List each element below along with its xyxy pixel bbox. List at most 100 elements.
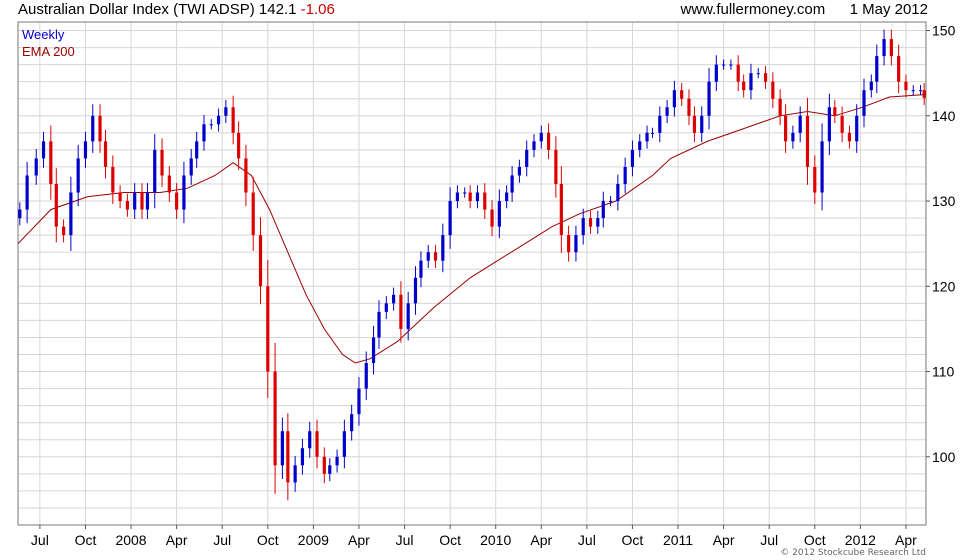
candle-body	[224, 107, 228, 116]
candle-body	[692, 115, 697, 133]
candle-body	[869, 81, 873, 91]
candle-body	[216, 115, 221, 125]
candle-body	[153, 149, 157, 193]
candle-body	[490, 209, 494, 227]
candle-body	[335, 456, 339, 466]
candle-body	[820, 141, 824, 193]
candle-body	[364, 363, 368, 389]
candle-body	[680, 90, 684, 99]
candle-body	[616, 183, 620, 202]
candle-body	[532, 141, 536, 150]
x-tick-label: Oct	[804, 532, 826, 548]
chart-date: 1 May 2012	[849, 1, 928, 18]
candle-body	[771, 81, 775, 99]
candle-body	[623, 166, 627, 184]
candle-body	[328, 465, 332, 474]
candle-body	[69, 192, 73, 236]
candle-body	[630, 149, 635, 167]
x-tick-label: 2012	[845, 532, 876, 548]
candle-body	[505, 192, 509, 202]
site-link[interactable]: www.fullermoney.com	[680, 1, 826, 18]
candle-body	[125, 201, 129, 210]
candle-body	[756, 73, 760, 75]
candle-body	[426, 252, 430, 261]
y-tick-label: 120	[932, 278, 956, 294]
candle-body	[840, 115, 844, 133]
candle-body	[554, 149, 558, 184]
y-tick-label: 100	[932, 449, 956, 465]
candle-body	[34, 158, 38, 176]
y-tick-label: 140	[932, 108, 956, 124]
candle-body	[391, 294, 396, 304]
candle-body	[539, 132, 543, 142]
x-tick-label: 2010	[480, 532, 511, 548]
candle-body	[510, 175, 514, 193]
candle-body	[805, 115, 810, 167]
candle-body	[763, 73, 768, 82]
candle-body	[167, 175, 171, 193]
candle-body	[645, 132, 649, 142]
y-tick-label: 110	[932, 364, 955, 380]
candle-body	[596, 218, 600, 227]
x-tick-label: Jul	[760, 532, 778, 548]
x-tick-label: Jul	[31, 532, 49, 548]
x-tick-label: Oct	[257, 532, 279, 548]
candle-body	[574, 235, 578, 253]
header-right: www.fullermoney.com 1 May 2012	[681, 1, 929, 18]
candle-body	[384, 303, 388, 312]
candle-body	[182, 175, 186, 210]
candle-body	[922, 90, 926, 98]
candle-body	[266, 286, 270, 372]
candle-body	[813, 166, 817, 193]
x-tick-label: Jul	[213, 532, 231, 548]
candle-body	[897, 56, 901, 82]
candle-body	[145, 192, 150, 210]
candle-body	[231, 107, 235, 133]
candle-body	[209, 124, 213, 126]
candle-body	[455, 192, 460, 202]
candle-body	[357, 388, 361, 415]
candle-body	[463, 192, 467, 194]
candle-body	[889, 39, 893, 57]
candle-body	[118, 192, 122, 202]
chart-title: Australian Dollar Index (TWI ADSP)	[18, 1, 255, 18]
candle-body	[546, 132, 551, 150]
candle-body	[195, 141, 199, 159]
candle-body	[98, 115, 102, 142]
candle-body	[399, 294, 403, 329]
candle-body	[714, 64, 718, 82]
candle-body	[483, 192, 487, 210]
candle-body	[742, 81, 746, 91]
candle-body	[567, 235, 571, 253]
x-tick-label: Oct	[622, 532, 644, 548]
candle-body	[749, 73, 753, 91]
candle-body	[722, 64, 726, 66]
candle-body	[237, 132, 241, 159]
chart-title-line: Australian Dollar Index (TWI ADSP) 142.1…	[18, 1, 335, 18]
candle-body	[342, 431, 346, 457]
candle-body	[133, 192, 137, 210]
candle-body	[904, 81, 908, 91]
y-tick-label: 130	[932, 193, 956, 209]
x-tick-label: 2011	[663, 532, 693, 548]
candle-body	[650, 132, 655, 134]
candle-body	[665, 107, 669, 116]
candle-body	[497, 201, 501, 227]
x-tick-label: Apr	[166, 532, 188, 548]
x-tick-label: Apr	[530, 532, 552, 548]
x-tick-label: Apr	[348, 532, 370, 548]
candle-body	[103, 141, 108, 167]
candle-body	[588, 218, 593, 227]
legend-weekly: Weekly	[22, 27, 65, 42]
candle-body	[918, 90, 923, 92]
candle-body	[855, 115, 859, 142]
x-tick-label: Jul	[396, 532, 414, 548]
candle-body	[160, 149, 164, 176]
x-tick-label: Oct	[75, 532, 97, 548]
candle-body	[371, 337, 376, 364]
gridlines	[18, 22, 926, 525]
candle-body	[525, 149, 529, 167]
candle-body	[286, 431, 290, 483]
x-tick-label: Jul	[578, 532, 596, 548]
